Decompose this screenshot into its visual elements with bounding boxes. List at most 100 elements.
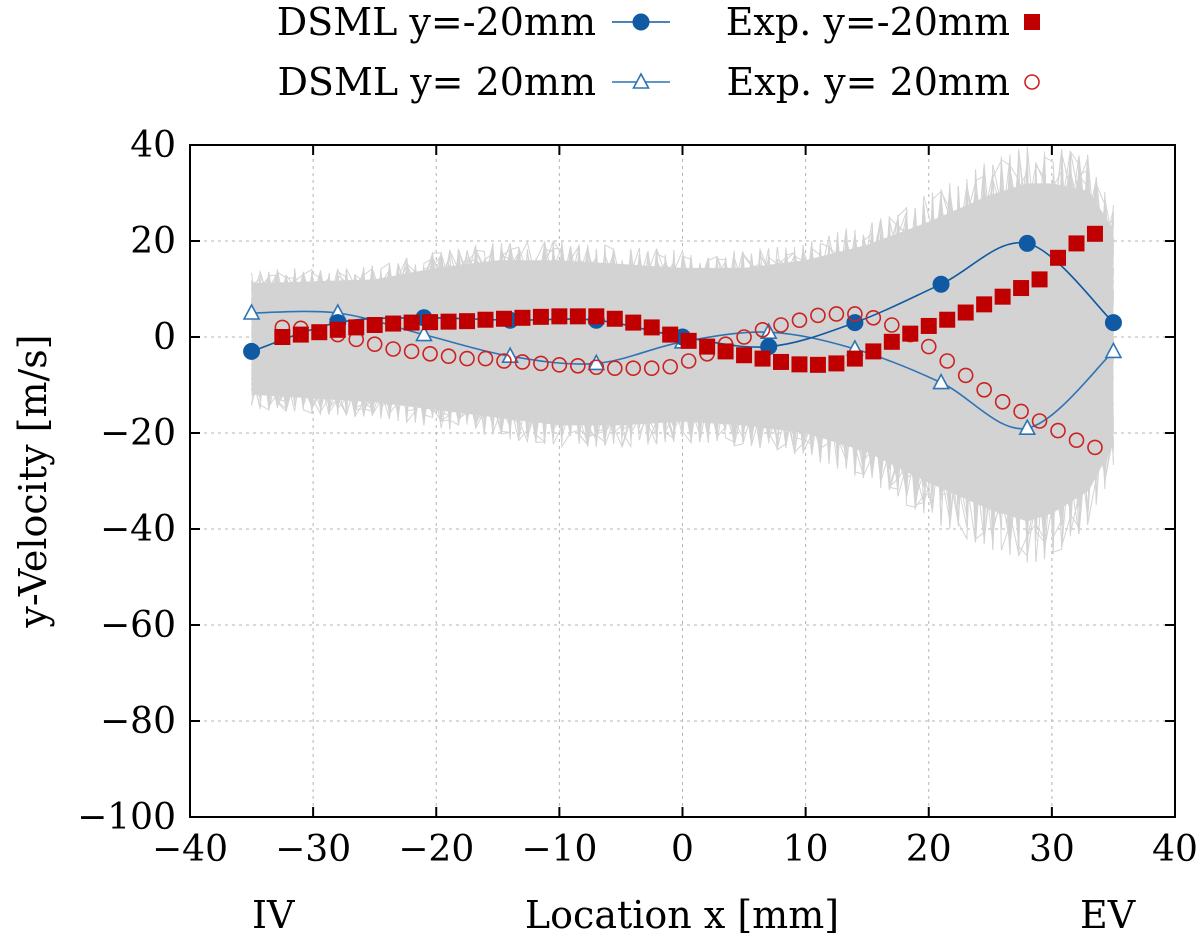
data-point-series-0 <box>932 275 950 293</box>
data-point-series-3 <box>1050 422 1066 439</box>
data-point-series-1 <box>329 321 346 338</box>
legend-label-3: Exp. y= 20mm <box>727 60 1010 104</box>
x-tick-label: −30 <box>275 829 351 870</box>
data-point-series-1 <box>939 311 956 328</box>
data-point-series-3 <box>994 393 1011 410</box>
data-point-series-3 <box>440 348 457 365</box>
annotation-ev: EV <box>1080 893 1136 937</box>
data-point-series-3 <box>606 360 623 377</box>
data-point-series-1 <box>865 343 882 360</box>
data-point-series-1 <box>459 313 476 330</box>
data-point-series-0 <box>846 314 864 332</box>
legend-label-2: DSML y= 20mm <box>277 60 596 104</box>
data-point-series-3 <box>957 367 974 384</box>
data-point-series-1 <box>846 350 863 367</box>
data-point-series-3 <box>773 317 789 333</box>
x-tick-label: 0 <box>671 829 694 870</box>
data-point-series-1 <box>662 326 679 343</box>
data-point-series-1 <box>1068 235 1085 252</box>
y-tick-label: −100 <box>77 797 176 838</box>
x-tick-label: −20 <box>398 829 474 870</box>
x-tick-label: −40 <box>152 829 228 870</box>
data-point-series-1 <box>976 296 993 313</box>
legend-marker-2 <box>632 72 650 89</box>
data-point-series-1 <box>532 308 549 325</box>
data-point-series-3 <box>828 306 845 322</box>
legend-label-0: DSML y=-20mm <box>277 0 596 44</box>
data-point-series-3 <box>1031 413 1048 429</box>
y-tick-label: −20 <box>100 413 176 454</box>
data-point-series-3 <box>920 338 937 355</box>
data-point-series-3 <box>791 312 808 329</box>
data-point-series-3 <box>643 360 660 377</box>
data-point-series-1 <box>1031 271 1048 288</box>
data-point-series-0 <box>1018 234 1036 252</box>
data-point-series-3 <box>976 381 992 398</box>
legend-label-1: Exp. y=-20mm <box>726 0 1010 44</box>
y-tick-label: 20 <box>130 221 176 262</box>
data-point-series-1 <box>514 309 531 326</box>
y-tick-label: −40 <box>100 509 176 550</box>
data-point-series-3 <box>847 306 863 322</box>
data-point-series-3 <box>884 317 900 333</box>
data-point-series-3 <box>625 360 642 377</box>
data-point-series-3 <box>588 359 605 376</box>
data-point-series-3 <box>939 353 956 369</box>
data-point-series-3 <box>514 354 531 370</box>
ensemble-sample-line <box>251 162 1114 547</box>
data-point-series-1 <box>274 329 291 345</box>
data-point-series-3 <box>1068 432 1085 449</box>
data-point-series-1 <box>440 313 457 330</box>
annotation-iv: IV <box>252 893 295 937</box>
data-point-series-1 <box>292 326 309 343</box>
data-point-series-2 <box>415 324 433 342</box>
data-point-series-3 <box>570 357 586 374</box>
data-point-series-1 <box>957 304 974 321</box>
data-point-series-1 <box>606 310 623 327</box>
data-point-series-3 <box>422 345 438 362</box>
data-point-series-2 <box>242 303 261 320</box>
data-point-series-3 <box>754 321 771 338</box>
data-point-series-1 <box>920 317 937 334</box>
y-tick-label: −60 <box>100 605 176 646</box>
ensemble-sample-line <box>251 151 1114 538</box>
data-point-series-1 <box>588 308 605 325</box>
data-point-series-3 <box>385 341 401 357</box>
data-point-series-1 <box>495 310 512 327</box>
data-point-series-1 <box>385 315 402 332</box>
data-point-series-2 <box>932 372 950 390</box>
data-point-series-1 <box>348 319 365 336</box>
data-point-series-3 <box>403 343 420 360</box>
data-point-series-1 <box>699 338 716 355</box>
data-point-series-1 <box>773 353 789 370</box>
data-point-series-1 <box>680 332 697 349</box>
data-point-series-1 <box>717 343 734 360</box>
ensemble-sample-line <box>251 155 1114 543</box>
x-axis-label: Location x [mm] <box>525 893 839 937</box>
legend-marker-0 <box>632 13 650 31</box>
data-point-series-3 <box>1013 403 1029 420</box>
y-tick-label: 40 <box>130 125 176 166</box>
ensemble-sample-line <box>251 164 1114 544</box>
data-point-series-3 <box>736 329 752 345</box>
data-point-series-3 <box>680 353 697 369</box>
x-tick-label: 30 <box>1029 829 1075 870</box>
data-point-series-3 <box>551 357 568 373</box>
data-point-series-1 <box>1050 249 1067 266</box>
data-point-series-1 <box>403 314 420 331</box>
x-tick-label: 10 <box>783 829 829 870</box>
x-tick-label: −10 <box>521 829 597 870</box>
legend-marker-1 <box>1024 14 1040 30</box>
y-axis-label: y-Velocity [m/s] <box>11 334 55 628</box>
data-point-series-1 <box>883 333 900 350</box>
x-tick-label: 20 <box>906 829 952 870</box>
data-point-series-1 <box>754 350 771 367</box>
legend: DSML y=-20mm Exp. y=-20mm DSML y= 20mm Exp.… <box>277 0 1040 104</box>
data-point-series-2 <box>1018 418 1037 436</box>
data-point-series-3 <box>459 350 475 367</box>
data-point-series-1 <box>791 356 808 373</box>
ensemble-sample-line <box>251 186 1114 557</box>
series-layer <box>242 225 1123 456</box>
